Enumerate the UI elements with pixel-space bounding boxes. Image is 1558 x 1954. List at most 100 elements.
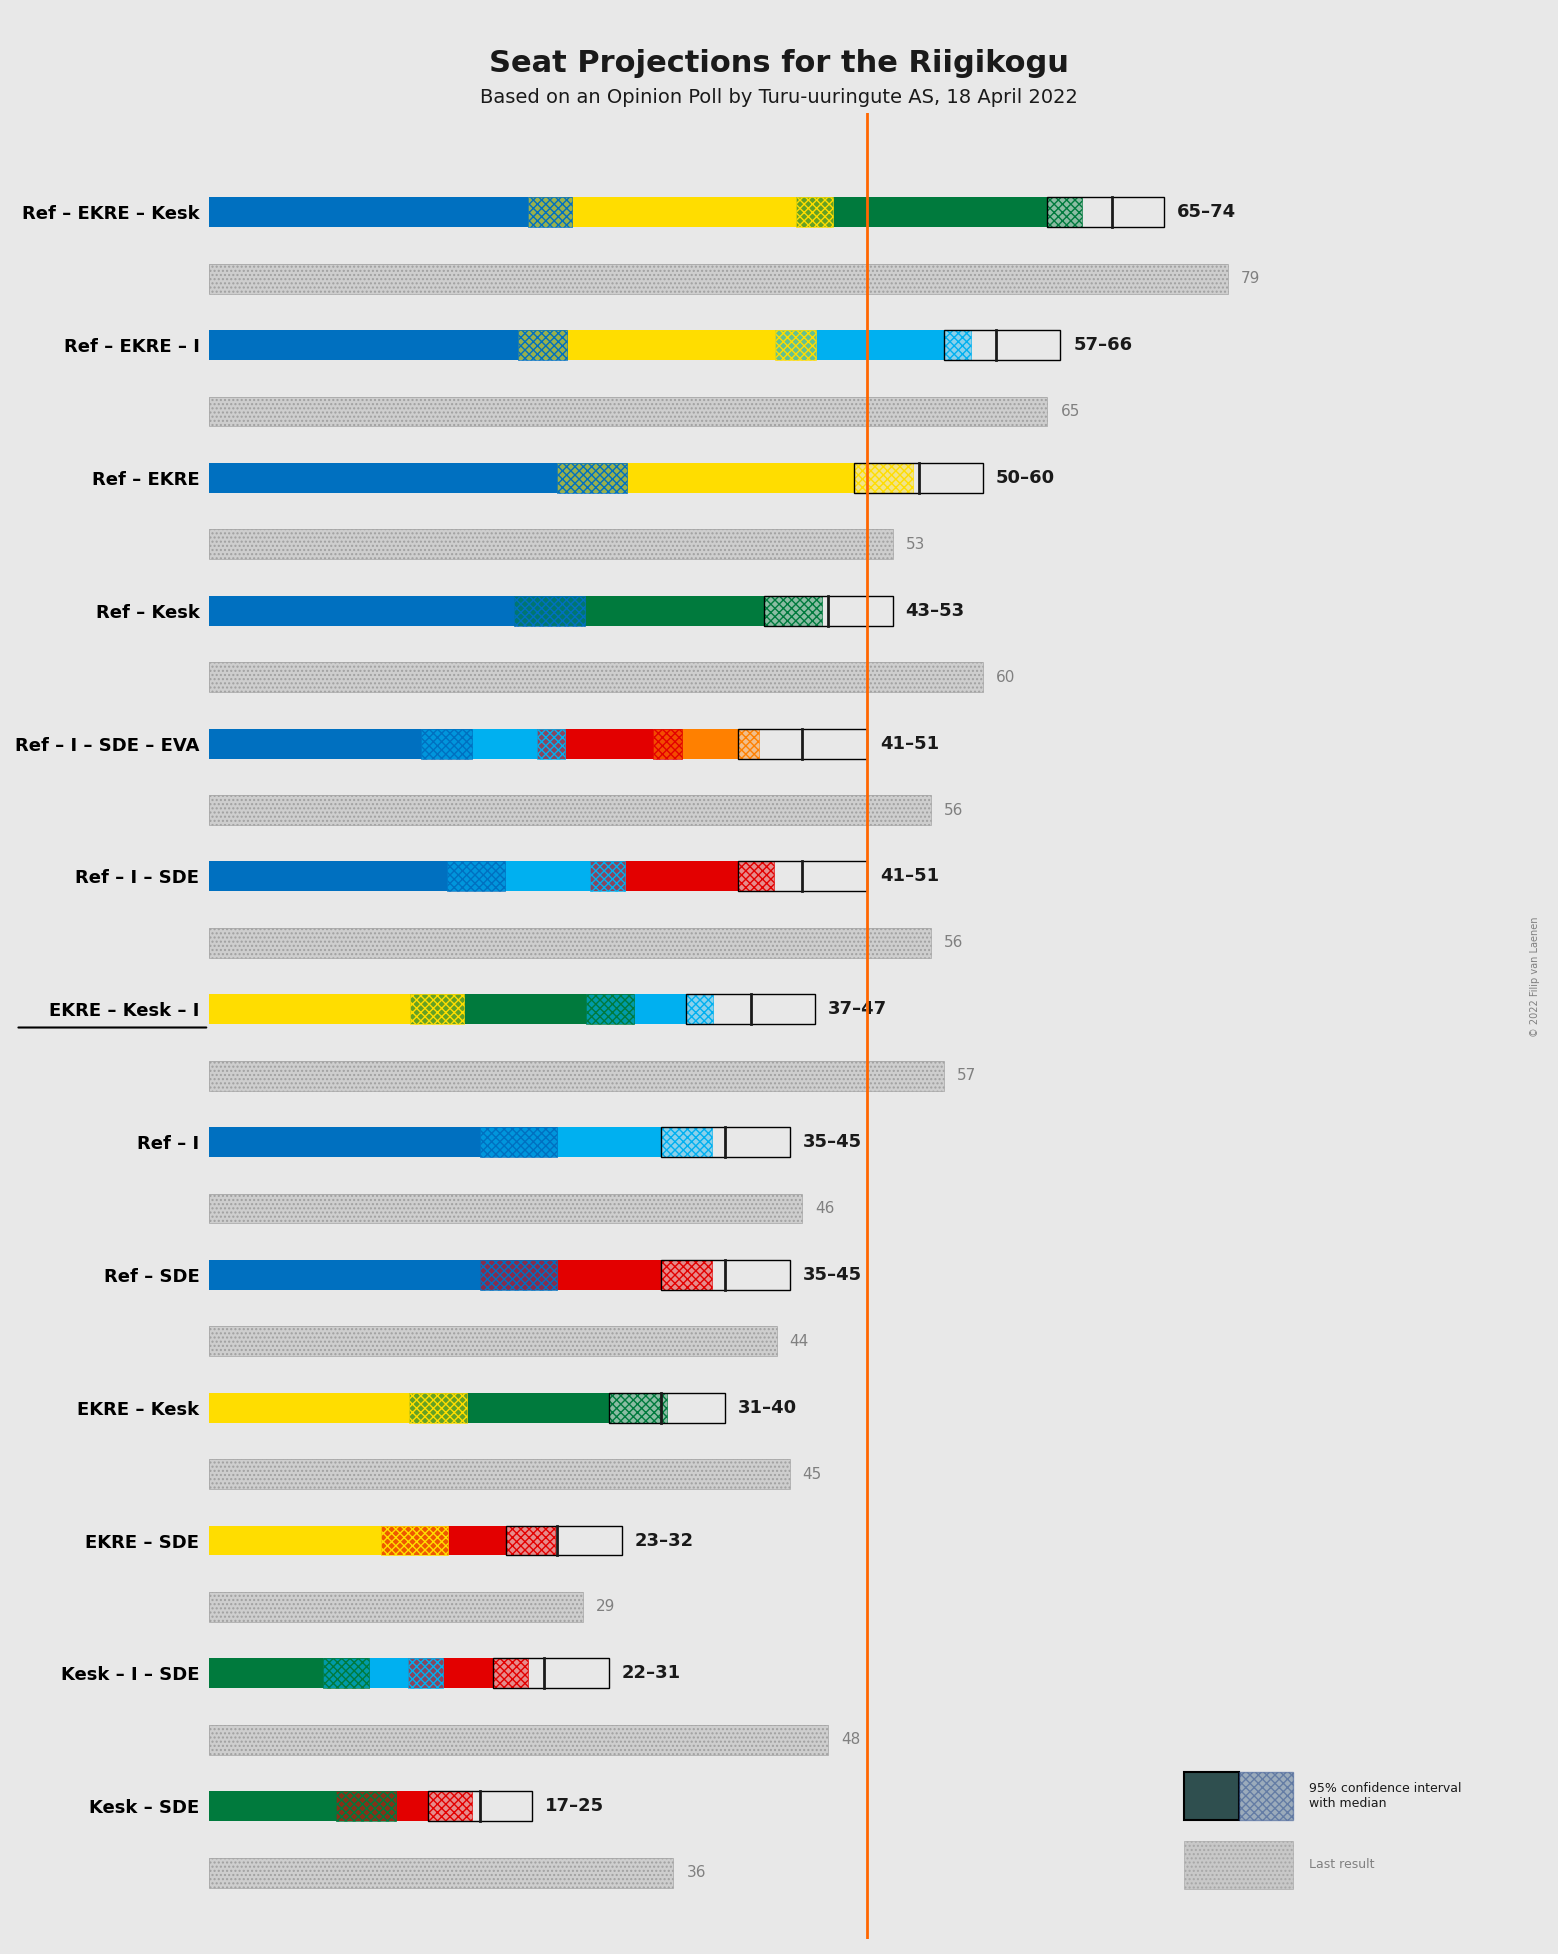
- Bar: [854, 463, 983, 492]
- Bar: [558, 463, 626, 492]
- Text: 44: 44: [790, 1335, 809, 1348]
- Bar: [209, 1393, 410, 1423]
- Bar: [763, 596, 821, 625]
- Bar: [209, 397, 1047, 426]
- Bar: [687, 995, 714, 1024]
- Text: 36: 36: [687, 1864, 706, 1880]
- Bar: [1239, 1772, 1293, 1821]
- Bar: [209, 928, 932, 957]
- Text: 56: 56: [944, 803, 964, 817]
- Bar: [514, 596, 586, 625]
- Bar: [776, 330, 816, 360]
- Bar: [447, 862, 590, 891]
- Bar: [421, 729, 538, 758]
- Bar: [209, 862, 447, 891]
- Bar: [609, 1393, 667, 1423]
- Bar: [609, 1393, 667, 1423]
- Bar: [738, 729, 759, 758]
- Bar: [382, 1526, 506, 1555]
- Bar: [1184, 1772, 1239, 1821]
- Bar: [538, 729, 566, 758]
- Bar: [661, 1127, 712, 1157]
- Bar: [410, 995, 464, 1024]
- Bar: [209, 530, 893, 559]
- Bar: [661, 1260, 712, 1290]
- Bar: [408, 1659, 492, 1688]
- Bar: [944, 330, 1061, 360]
- Text: 35–45: 35–45: [802, 1266, 862, 1284]
- Bar: [209, 1194, 802, 1223]
- Text: 60: 60: [996, 670, 1016, 684]
- Text: 41–51: 41–51: [880, 735, 939, 752]
- Bar: [776, 330, 816, 360]
- Bar: [209, 1327, 776, 1356]
- Text: Based on an Opinion Poll by Turu-uuringute AS, 18 April 2022: Based on an Opinion Poll by Turu-uuringu…: [480, 88, 1078, 107]
- Bar: [609, 1393, 724, 1423]
- Bar: [209, 1526, 382, 1555]
- Bar: [944, 330, 971, 360]
- Bar: [209, 928, 932, 957]
- Bar: [590, 862, 625, 891]
- Bar: [209, 1127, 480, 1157]
- Bar: [209, 795, 932, 825]
- Bar: [1047, 197, 1083, 227]
- Bar: [209, 1858, 673, 1888]
- Text: 53: 53: [905, 537, 925, 551]
- Bar: [480, 1127, 661, 1157]
- Bar: [209, 596, 514, 625]
- Bar: [586, 995, 634, 1024]
- Text: 65–74: 65–74: [1176, 203, 1235, 221]
- Bar: [854, 463, 913, 492]
- Bar: [776, 330, 944, 360]
- Text: Seat Projections for the Riigikogu: Seat Projections for the Riigikogu: [489, 49, 1069, 78]
- Text: © 2022 Filip van Laenen: © 2022 Filip van Laenen: [1530, 916, 1539, 1038]
- Bar: [738, 729, 866, 758]
- Bar: [480, 1127, 558, 1157]
- Text: 57–66: 57–66: [1073, 336, 1133, 354]
- Bar: [538, 729, 653, 758]
- Text: 29: 29: [597, 1600, 615, 1614]
- Bar: [209, 1659, 323, 1688]
- Bar: [410, 995, 586, 1024]
- Bar: [209, 463, 558, 492]
- Bar: [209, 729, 421, 758]
- Bar: [738, 862, 866, 891]
- Bar: [209, 1792, 337, 1821]
- Bar: [1047, 197, 1164, 227]
- Bar: [492, 1659, 609, 1688]
- Bar: [209, 1725, 829, 1755]
- Bar: [506, 1526, 622, 1555]
- Bar: [590, 862, 625, 891]
- Bar: [854, 463, 913, 492]
- Bar: [558, 463, 854, 492]
- Bar: [738, 729, 759, 758]
- Bar: [653, 729, 738, 758]
- Text: 22–31: 22–31: [622, 1665, 681, 1682]
- Text: 50–60: 50–60: [996, 469, 1055, 487]
- Bar: [506, 1526, 555, 1555]
- Bar: [590, 862, 738, 891]
- Bar: [661, 1127, 712, 1157]
- Bar: [337, 1792, 428, 1821]
- Text: 23–32: 23–32: [634, 1532, 693, 1550]
- Bar: [209, 1858, 673, 1888]
- Bar: [738, 862, 774, 891]
- Bar: [514, 596, 763, 625]
- Bar: [209, 1260, 480, 1290]
- Bar: [586, 995, 634, 1024]
- Bar: [209, 1327, 776, 1356]
- Text: 79: 79: [1242, 272, 1260, 285]
- Bar: [410, 1393, 609, 1423]
- Bar: [410, 995, 464, 1024]
- Bar: [209, 397, 1047, 426]
- Text: 48: 48: [841, 1733, 860, 1747]
- Bar: [421, 729, 472, 758]
- Text: 95% confidence interval
with median: 95% confidence interval with median: [1309, 1782, 1461, 1809]
- Bar: [492, 1659, 528, 1688]
- Bar: [209, 662, 983, 692]
- Bar: [796, 197, 1047, 227]
- Text: 31–40: 31–40: [738, 1399, 798, 1417]
- Bar: [528, 197, 572, 227]
- Bar: [410, 1393, 467, 1423]
- Bar: [408, 1659, 442, 1688]
